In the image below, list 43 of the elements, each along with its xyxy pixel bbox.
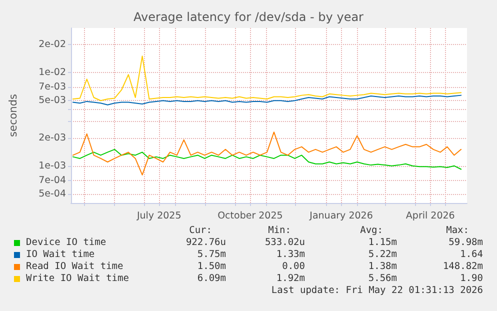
- text: 533.02u: [264, 237, 305, 248]
- text: 1.33m: [276, 249, 305, 260]
- text: 59.98m: [448, 237, 483, 248]
- text: 5.56m: [368, 273, 397, 284]
- y-axis-title: seconds: [8, 94, 20, 137]
- text: Last update: Fri May 22 01:31:13 2026: [271, 285, 483, 296]
- text: 6.09m: [197, 273, 226, 284]
- text: Avg:: [360, 225, 383, 236]
- line-series: [72, 94, 462, 106]
- text: Max:: [446, 225, 469, 236]
- legend-label: Read IO Wait time: [26, 261, 124, 272]
- text: 5.22m: [368, 249, 397, 260]
- text: 0.00: [282, 261, 305, 272]
- text: Min:: [268, 225, 291, 236]
- y-tick-label: 7e-03: [38, 81, 66, 92]
- y-tick-label: 1e-02: [38, 67, 66, 78]
- chart-title: Average latency for /dev/sda - by year: [134, 10, 364, 24]
- line-series: [72, 148, 462, 170]
- x-tick-label: January 2026: [308, 210, 373, 222]
- legend-label: Device IO time: [26, 237, 106, 248]
- text: 148.82m: [442, 261, 483, 272]
- x-tick-label: October 2025: [218, 210, 283, 222]
- text: 1.92m: [276, 273, 305, 284]
- y-tick-label: 7e-04: [38, 174, 66, 186]
- x-tick-label: July 2025: [136, 210, 182, 222]
- text: 5.75m: [197, 249, 226, 260]
- y-tick-label: 5e-04: [38, 188, 66, 200]
- y-tick-label: 1e-03: [38, 160, 66, 172]
- y-tick-label: 5e-03: [38, 95, 66, 106]
- line-series: [72, 132, 462, 176]
- y-tick-label: 2e-02: [38, 38, 66, 50]
- text: 1.38m: [368, 261, 397, 272]
- text: 1.90: [460, 273, 483, 284]
- legend-label: Write IO Wait time: [26, 273, 129, 284]
- text: 922.76u: [186, 237, 226, 248]
- y-tick-label: 2e-03: [38, 132, 66, 144]
- text: Cur:: [189, 225, 212, 236]
- text: 1.50m: [197, 261, 226, 272]
- text: 1.15m: [368, 237, 397, 248]
- x-tick-label: April 2026: [406, 210, 455, 222]
- text: 1.64: [460, 249, 483, 260]
- legend-label: IO Wait time: [26, 249, 95, 260]
- line-series: [72, 56, 462, 102]
